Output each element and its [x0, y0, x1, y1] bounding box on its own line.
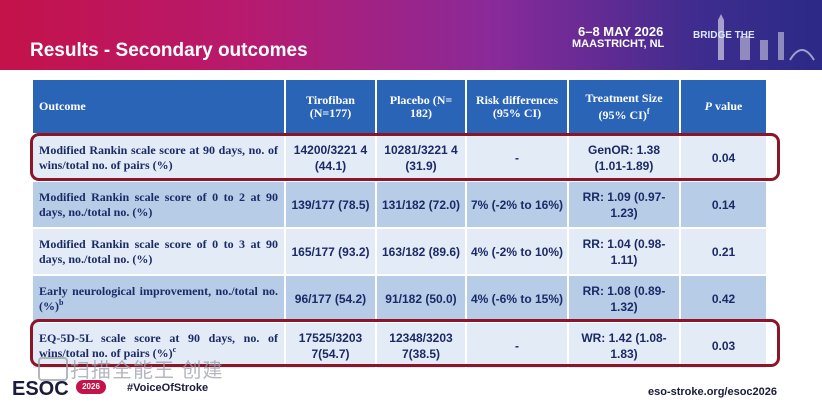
header-outcome: Outcome [33, 80, 286, 134]
scanner-watermark: 扫描全能王 创建 [70, 360, 224, 382]
header-placebo: Placebo (N= 182) [376, 80, 467, 134]
bridge-logo: BRIDGE THE [693, 30, 755, 41]
placebo-cell: 12348/3203 7(38.5) [376, 321, 467, 368]
esoc-logo: ESOC [12, 378, 69, 400]
tirofiban-cell: 139/177 (78.5) [285, 180, 377, 228]
header-banner: Results - Secondary outcomes 6–8 MAY 202… [0, 0, 822, 70]
outcome-cell: Early neurological improvement, no./tota… [33, 274, 286, 322]
treatment-cell: GenOR: 1.38 (1.01-1.89) [568, 133, 681, 181]
event-date: 6–8 MAY 2026 [578, 24, 664, 39]
table-row: Modified Rankin scale score at 90 days, … [33, 133, 768, 181]
header-p-value: P value [680, 80, 768, 134]
placebo-cell: 163/182 (89.6) [376, 227, 467, 275]
header-risk-differences: Risk differences (95% CI) [466, 80, 569, 134]
header-treatment-size: Treatment Size (95% CI)f [568, 80, 681, 134]
secondary-outcomes-table: Outcome Tirofiban (N=177) Placebo (N= 18… [33, 80, 768, 368]
risk-cell: 4% (-6% to 15%) [466, 274, 569, 322]
p-value-cell: 0.21 [680, 227, 768, 275]
table-row: Early neurological improvement, no./tota… [33, 274, 768, 322]
tirofiban-cell: 14200/3221 4 (44.1) [285, 133, 377, 181]
esoc-year-badge: 2026 [76, 380, 106, 394]
highlight-box-mrs-wins [30, 133, 780, 181]
slide-title: Results - Secondary outcomes [30, 40, 308, 61]
treatment-cell: WR: 1.42 (1.08-1.83) [568, 321, 681, 368]
placebo-cell: 10281/3221 4 (31.9) [376, 133, 467, 181]
p-value-cell: 0.14 [680, 180, 768, 228]
outcome-cell: Modified Rankin scale score at 90 days, … [33, 133, 286, 181]
camscanner-icon [38, 357, 68, 381]
p-value-cell: 0.42 [680, 274, 768, 322]
conference-url: eso-stroke.org/esoc2026 [648, 386, 778, 398]
tirofiban-cell: 96/177 (54.2) [285, 274, 377, 322]
hashtag: #VoiceOfStroke [127, 382, 209, 394]
event-place: MAASTRICHT, NL [572, 38, 665, 50]
risk-cell: 4% (-2% to 10%) [466, 227, 569, 275]
table-header-row: Outcome Tirofiban (N=177) Placebo (N= 18… [33, 80, 768, 134]
table-row: Modified Rankin scale score of 0 to 3 at… [33, 227, 768, 275]
treatment-cell: RR: 1.09 (0.97-1.23) [568, 180, 681, 228]
table-row: EQ-5D-5L scale score at 90 days, no. of … [33, 321, 768, 368]
tirofiban-cell: 165/177 (93.2) [285, 227, 377, 275]
risk-cell: - [466, 321, 569, 368]
header-tirofiban: Tirofiban (N=177) [285, 80, 377, 134]
treatment-cell: RR: 1.04 (0.98-1.11) [568, 227, 681, 275]
p-value-cell: 0.03 [680, 321, 768, 368]
outcome-cell: EQ-5D-5L scale score at 90 days, no. of … [33, 321, 286, 368]
placebo-cell: 91/182 (50.0) [376, 274, 467, 322]
treatment-cell: RR: 1.08 (0.89-1.32) [568, 274, 681, 322]
highlight-box-eq5d-wins [30, 319, 780, 367]
outcome-cell: Modified Rankin scale score of 0 to 2 at… [33, 180, 286, 228]
tirofiban-cell: 17525/3203 7(54.7) [285, 321, 377, 368]
table-row: Modified Rankin scale score of 0 to 2 at… [33, 180, 768, 228]
risk-cell: 7% (-2% to 16%) [466, 180, 569, 228]
outcome-cell: Modified Rankin scale score of 0 to 3 at… [33, 227, 286, 275]
placebo-cell: 131/182 (72.0) [376, 180, 467, 228]
city-skyline-icon [718, 14, 815, 61]
